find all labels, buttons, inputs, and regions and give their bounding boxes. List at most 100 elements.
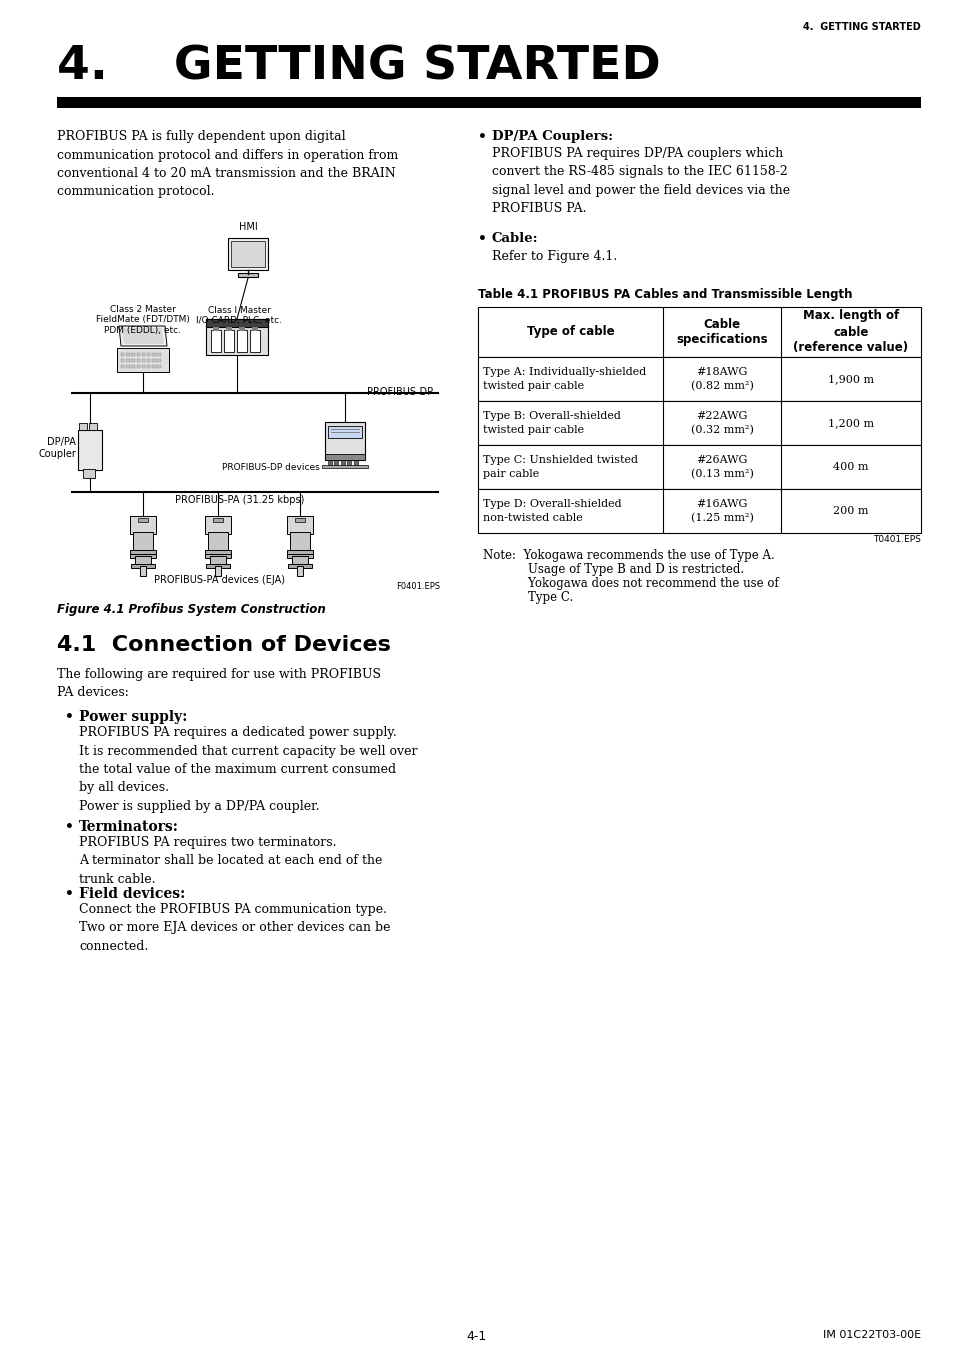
Bar	[152, 353, 155, 357]
Bar	[136, 359, 140, 362]
Bar	[325, 454, 365, 459]
Text: Type B: Overall-shielded
twisted pair cable: Type B: Overall-shielded twisted pair ca…	[482, 412, 620, 435]
Text: Power supply:: Power supply:	[79, 711, 187, 724]
Text: IM 01C22T03-00E: IM 01C22T03-00E	[822, 1329, 920, 1340]
Text: The following are required for use with PROFIBUS
PA devices:: The following are required for use with …	[57, 667, 380, 700]
Bar	[224, 330, 233, 353]
Bar	[236, 330, 247, 353]
Bar	[296, 566, 303, 576]
Bar	[228, 238, 268, 270]
Bar	[126, 359, 130, 362]
Bar	[287, 554, 313, 558]
Text: Terminators:: Terminators:	[79, 820, 179, 834]
Text: •: •	[65, 888, 73, 901]
Bar	[142, 359, 145, 362]
Text: Type D: Overall-shielded
non-twisted cable: Type D: Overall-shielded non-twisted cab…	[482, 500, 621, 523]
Bar	[477, 357, 920, 401]
Bar	[290, 532, 310, 553]
Bar	[477, 401, 920, 444]
Text: Yokogawa does not recommend the use of: Yokogawa does not recommend the use of	[482, 577, 778, 590]
Text: •: •	[477, 130, 486, 145]
Bar	[477, 307, 920, 357]
Bar	[328, 426, 361, 438]
Text: 4.    GETTING STARTED: 4. GETTING STARTED	[57, 45, 660, 91]
Text: Note:  Yokogawa recommends the use of Type A.: Note: Yokogawa recommends the use of Typ…	[482, 549, 774, 562]
Bar	[354, 459, 357, 465]
Bar	[157, 353, 161, 357]
Text: #22AWG
(0.32 mm²): #22AWG (0.32 mm²)	[690, 411, 753, 435]
Bar	[292, 557, 308, 566]
Bar	[136, 365, 140, 367]
Bar	[136, 353, 140, 357]
Bar	[152, 359, 155, 362]
Bar	[132, 359, 134, 362]
Text: Cable:: Cable:	[492, 232, 538, 245]
Bar	[121, 353, 125, 357]
Bar	[130, 516, 156, 534]
Bar	[142, 353, 145, 357]
Bar	[208, 532, 228, 553]
Bar	[135, 557, 151, 566]
Bar	[131, 563, 154, 567]
Text: #16AWG
(1.25 mm²): #16AWG (1.25 mm²)	[690, 499, 753, 523]
Bar	[126, 353, 130, 357]
Bar	[130, 550, 156, 554]
Text: F0401.EPS: F0401.EPS	[395, 582, 439, 590]
Bar	[57, 97, 920, 108]
Text: DP/PA Couplers:: DP/PA Couplers:	[492, 130, 613, 143]
Text: Max. length of
cable
(reference value): Max. length of cable (reference value)	[793, 309, 907, 354]
Bar	[117, 349, 169, 372]
Bar	[121, 365, 125, 367]
Bar	[288, 563, 312, 567]
Bar	[250, 330, 260, 353]
Text: T0401.EPS: T0401.EPS	[872, 535, 920, 544]
Bar	[287, 550, 313, 554]
Text: PROFIBUS-DP devices: PROFIBUS-DP devices	[222, 463, 319, 473]
Text: Type A: Individually-shielded
twisted pair cable: Type A: Individually-shielded twisted pa…	[482, 367, 645, 390]
Bar	[211, 330, 221, 353]
Text: 1,900 m: 1,900 m	[827, 374, 873, 384]
Bar	[157, 359, 161, 362]
Bar	[89, 423, 97, 430]
Bar	[294, 517, 305, 521]
Text: Class I Master
I/O CARD, PLC, etc.: Class I Master I/O CARD, PLC, etc.	[195, 305, 282, 326]
Bar	[322, 465, 368, 467]
Bar	[335, 459, 338, 465]
Polygon shape	[122, 328, 164, 345]
Text: PROFIBUS PA requires a dedicated power supply.
It is recommended that current ca: PROFIBUS PA requires a dedicated power s…	[79, 725, 417, 813]
Bar	[477, 444, 920, 489]
Text: Refer to Figure 4.1.: Refer to Figure 4.1.	[492, 250, 617, 263]
Bar	[340, 459, 345, 465]
Bar	[78, 430, 102, 470]
Bar	[132, 532, 152, 553]
Text: •: •	[477, 232, 486, 246]
Bar	[325, 422, 365, 459]
Text: •: •	[65, 711, 73, 724]
Text: PROFIBUS-DP: PROFIBUS-DP	[367, 386, 433, 397]
Bar	[206, 319, 268, 327]
Bar	[213, 517, 223, 521]
Bar	[157, 365, 161, 367]
Text: PROFIBUS-PA devices (EJA): PROFIBUS-PA devices (EJA)	[154, 576, 285, 585]
Text: Usage of Type B and D is restricted.: Usage of Type B and D is restricted.	[482, 563, 743, 576]
Bar	[239, 327, 245, 331]
Bar	[205, 554, 231, 558]
Bar	[132, 365, 134, 367]
Bar	[126, 365, 130, 367]
Text: PROFIBUS PA is fully dependent upon digital
communication protocol and differs i: PROFIBUS PA is fully dependent upon digi…	[57, 130, 397, 199]
Bar	[347, 459, 351, 465]
Text: #18AWG
(0.82 mm²): #18AWG (0.82 mm²)	[690, 367, 753, 390]
Bar	[147, 365, 151, 367]
Text: Class 2 Master
FieldMate (FDT/DTM)
PDM (EDDL), etc.: Class 2 Master FieldMate (FDT/DTM) PDM (…	[96, 305, 190, 335]
Text: Connect the PROFIBUS PA communication type.
Two or more EJA devices or other dev: Connect the PROFIBUS PA communication ty…	[79, 902, 390, 952]
Text: 400 m: 400 m	[832, 462, 868, 471]
Bar	[132, 353, 134, 357]
Bar	[138, 517, 148, 521]
Bar	[121, 359, 125, 362]
Bar	[226, 327, 232, 331]
Text: DP/PA
Coupler: DP/PA Coupler	[38, 438, 76, 459]
Bar	[83, 469, 95, 478]
Text: Type C: Unshielded twisted
pair cable: Type C: Unshielded twisted pair cable	[482, 455, 638, 478]
Bar	[287, 516, 313, 534]
Text: 200 m: 200 m	[832, 507, 868, 516]
